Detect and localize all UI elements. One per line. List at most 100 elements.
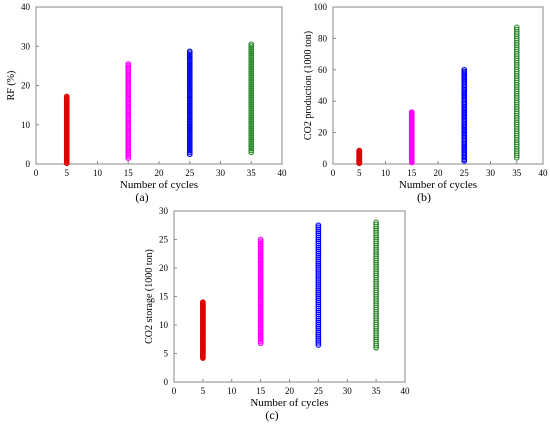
data-point — [186, 132, 193, 138]
data-point — [248, 147, 255, 154]
data-point — [248, 68, 255, 75]
data-point — [186, 65, 193, 72]
data-point — [248, 48, 255, 55]
data-point — [257, 245, 264, 252]
x-tick-label: 20 — [155, 168, 165, 178]
data-point — [186, 121, 193, 128]
series-column — [125, 61, 132, 161]
y-tick-label: 0 — [26, 159, 31, 169]
data-point — [186, 133, 193, 140]
data-point — [257, 268, 264, 274]
data-point — [186, 72, 193, 79]
data-point — [186, 144, 193, 151]
data-point — [257, 259, 264, 266]
x-tick-label: 5 — [65, 168, 70, 178]
series-column — [513, 24, 520, 161]
data-point — [248, 99, 255, 106]
data-point — [248, 87, 255, 93]
data-point — [257, 266, 264, 273]
data-point — [248, 94, 255, 101]
data-point — [186, 135, 193, 142]
data-point — [186, 116, 193, 123]
data-point — [248, 45, 255, 51]
data-point — [257, 294, 264, 301]
data-point — [248, 78, 255, 84]
data-point — [248, 61, 255, 68]
data-point — [257, 254, 264, 260]
series-column — [248, 41, 255, 156]
x-tick-label: 40 — [401, 386, 411, 396]
data-point — [257, 275, 264, 282]
data-point — [257, 308, 264, 315]
data-point — [186, 151, 193, 158]
y-tick-label: 20 — [159, 263, 169, 273]
x-tick-label: 0 — [331, 168, 336, 178]
y-tick-label: 10 — [159, 320, 169, 330]
data-point — [186, 48, 193, 55]
data-point — [248, 74, 255, 81]
data-point — [186, 97, 193, 104]
data-point — [257, 280, 264, 287]
y-tick-label: 100 — [314, 2, 328, 12]
data-point — [186, 111, 193, 117]
data-point — [248, 142, 255, 148]
data-point — [257, 255, 264, 262]
data-point — [186, 93, 193, 100]
data-point — [513, 26, 520, 33]
series-column — [257, 236, 264, 347]
x-tick-label: 10 — [93, 168, 103, 178]
series-column — [315, 222, 322, 348]
data-point — [257, 243, 264, 250]
x-tick-label: 40 — [539, 168, 549, 178]
data-point — [248, 79, 255, 86]
y-axis-label: CO2 storage (1000 ton) — [144, 249, 155, 344]
data-point — [257, 284, 264, 290]
data-point — [257, 331, 264, 338]
data-point — [315, 224, 322, 231]
data-point — [186, 58, 193, 65]
x-tick-label: 15 — [124, 168, 134, 178]
x-tick-label: 10 — [381, 168, 391, 178]
data-point — [186, 147, 193, 154]
series-column — [200, 299, 206, 361]
data-point — [257, 335, 264, 341]
panel-label: (b) — [417, 190, 431, 204]
y-tick-label: 40 — [21, 2, 31, 12]
data-point — [186, 137, 193, 144]
data-point — [408, 109, 415, 116]
series-column — [373, 219, 379, 351]
data-point — [257, 338, 264, 345]
chart-panel: 0 5 10 15 20 25 30 35 40 0 10 20 30 40 Number of cycle… — [6, 2, 287, 204]
data-point — [248, 143, 255, 150]
data-point — [248, 63, 255, 70]
data-point — [186, 140, 193, 147]
data-point — [186, 57, 193, 63]
panel-label: (a) — [135, 190, 148, 204]
data-point — [248, 112, 255, 119]
data-point — [248, 110, 255, 117]
data-point — [248, 129, 255, 135]
data-point — [257, 248, 264, 255]
data-point — [186, 109, 193, 116]
x-tick-label: 35 — [372, 386, 382, 396]
data-point — [186, 126, 193, 133]
data-point — [248, 56, 255, 62]
data-point — [373, 219, 379, 226]
data-point — [248, 46, 255, 53]
data-point — [186, 50, 193, 56]
data-point — [257, 322, 264, 329]
data-point — [248, 125, 255, 132]
series-column — [63, 93, 70, 167]
data-point — [257, 247, 264, 253]
data-point — [186, 114, 193, 121]
data-point — [257, 236, 264, 243]
data-point — [186, 119, 193, 126]
data-point — [257, 287, 264, 294]
data-point — [257, 263, 264, 269]
series-column — [186, 48, 193, 158]
chart-panel: 0 5 10 15 20 25 30 35 40 0 5 10 15 20 25 30 Number of cy… — [144, 206, 410, 422]
data-point — [186, 85, 193, 91]
data-point — [248, 109, 255, 115]
data-point — [248, 134, 255, 141]
x-tick-label: 30 — [343, 386, 353, 396]
